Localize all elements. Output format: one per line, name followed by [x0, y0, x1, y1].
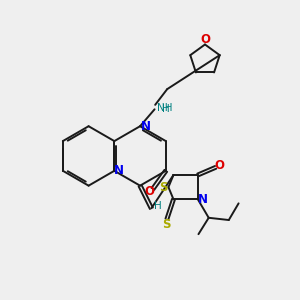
Text: H: H [154, 201, 162, 211]
Text: O: O [214, 159, 224, 172]
Text: H: H [162, 104, 170, 114]
Text: S: S [162, 218, 171, 231]
Text: N: N [198, 193, 208, 206]
Text: S: S [159, 181, 167, 194]
Text: O: O [144, 185, 154, 198]
Text: NH: NH [157, 103, 172, 112]
Text: N: N [140, 120, 150, 133]
Text: N: N [114, 164, 124, 177]
Text: O: O [200, 33, 210, 46]
